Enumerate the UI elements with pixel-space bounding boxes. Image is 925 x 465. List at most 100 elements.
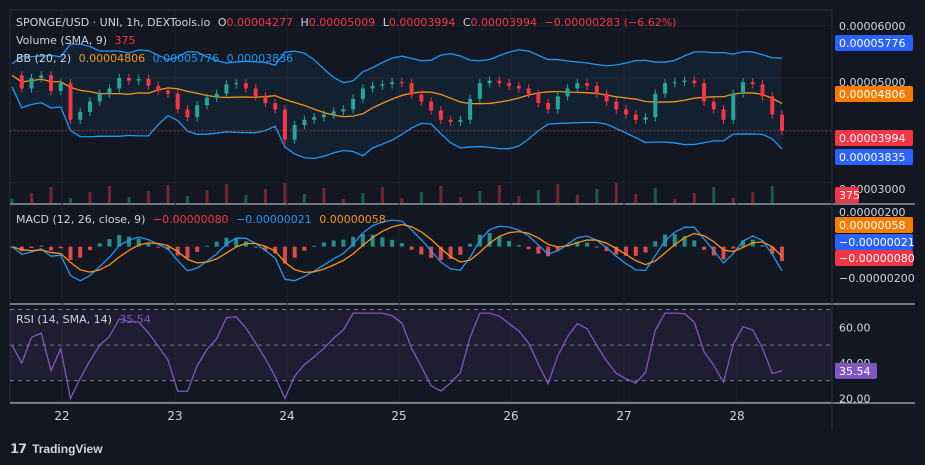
volume-bar bbox=[146, 191, 150, 203]
rsi-legend[interactable]: RSI (14, SMA, 14) 35.54 bbox=[16, 313, 155, 327]
candle-body bbox=[604, 93, 609, 102]
volume-bar bbox=[419, 192, 423, 203]
macd-histogram-bar bbox=[536, 246, 541, 254]
bb-legend[interactable]: BB (20, 2) 0.00004806 0.00005776 0.00003… bbox=[16, 52, 297, 66]
symbol-legend[interactable]: SPONGE/USD · UNI, 1h, DEXTools.io O0.000… bbox=[16, 16, 680, 30]
candle-body bbox=[614, 101, 619, 110]
macd-histogram-bar bbox=[624, 246, 629, 256]
volume-bar bbox=[595, 189, 599, 203]
macd-histogram-bar bbox=[19, 246, 24, 252]
macd-histogram-bar bbox=[390, 239, 395, 247]
bb-legend-lower: 0.00003836 bbox=[226, 52, 294, 65]
change-value: −0.00000283 (−6.62%) bbox=[544, 16, 677, 29]
macd-histogram-bar bbox=[87, 246, 92, 251]
macd-histogram-bar bbox=[263, 246, 268, 251]
volume-bar bbox=[166, 185, 170, 203]
candle-body bbox=[672, 82, 677, 84]
bb-legend-basis: 0.00004806 bbox=[78, 52, 146, 65]
macd-histogram-bar bbox=[468, 243, 473, 247]
candle-body bbox=[526, 88, 531, 94]
macd-histogram-bar bbox=[29, 246, 34, 248]
rsi-tick-label: 60.00 bbox=[839, 321, 871, 334]
volume-bar bbox=[88, 192, 92, 203]
macd-histogram-bar bbox=[185, 246, 190, 259]
candle-body bbox=[282, 109, 287, 140]
macd-histogram-bar bbox=[273, 246, 278, 254]
candle-body bbox=[29, 77, 34, 89]
volume-bar bbox=[712, 187, 716, 203]
volume-legend[interactable]: Volume (SMA, 9) 375 bbox=[16, 34, 139, 48]
candle-body bbox=[711, 101, 716, 110]
macd-histogram-bar bbox=[682, 236, 687, 247]
macd-signal-badge-bg bbox=[835, 217, 913, 233]
candle-body bbox=[243, 83, 248, 89]
candle-body bbox=[68, 83, 73, 120]
macd-histogram-bar bbox=[555, 246, 560, 251]
candle-body bbox=[195, 105, 200, 118]
candle-body bbox=[263, 96, 268, 104]
symbol-title: SPONGE/USD · UNI, 1h, DEXTools.io bbox=[16, 16, 211, 29]
candle-body bbox=[107, 88, 112, 94]
candle-body bbox=[468, 98, 473, 120]
macd-histogram-bar bbox=[614, 246, 619, 255]
volume-bar bbox=[634, 194, 638, 203]
candle-body bbox=[19, 75, 24, 89]
candle-body bbox=[487, 80, 492, 84]
macd-histogram-bar bbox=[117, 234, 122, 247]
macd-histogram-bar bbox=[585, 242, 590, 247]
candle-body bbox=[165, 90, 170, 94]
close-value: 0.00003994 bbox=[470, 16, 538, 29]
macd-histogram-bar bbox=[312, 245, 317, 247]
candle-body bbox=[48, 75, 53, 92]
macd-tick-label: −0.00000200 bbox=[839, 272, 915, 285]
candle-body bbox=[87, 101, 92, 112]
macd-histogram-bar bbox=[156, 246, 161, 248]
time-tick-label: 24 bbox=[279, 409, 294, 423]
macd-histogram-bar bbox=[760, 245, 765, 247]
macd-histogram-bar bbox=[546, 246, 551, 257]
macd-histogram-bar bbox=[302, 246, 307, 251]
volume-bar bbox=[439, 186, 443, 203]
volume-bar bbox=[205, 190, 209, 203]
macd-histogram-bar bbox=[633, 246, 638, 256]
candle-body bbox=[633, 114, 638, 120]
tradingview-brand[interactable]: 𝟭𝟳 TradingView bbox=[10, 441, 103, 457]
macd-hist-badge-bg bbox=[835, 250, 913, 266]
macd-histogram-bar bbox=[458, 246, 463, 255]
tradingview-brand-label: TradingView bbox=[32, 442, 103, 456]
candle-body bbox=[39, 75, 44, 78]
high-value: 0.00005009 bbox=[308, 16, 376, 29]
macd-legend[interactable]: MACD (12, 26, close, 9) −0.00000080 −0.0… bbox=[16, 213, 390, 227]
macd-histogram-bar bbox=[399, 243, 404, 247]
macd-histogram-bar bbox=[58, 246, 63, 249]
rsi-legend-label: RSI (14, SMA, 14) bbox=[16, 313, 112, 326]
volume-bar bbox=[751, 192, 755, 203]
macd-histogram-bar bbox=[380, 237, 385, 247]
candle-body bbox=[399, 82, 404, 84]
candle-body bbox=[594, 85, 599, 94]
candle-body bbox=[565, 88, 570, 97]
macd-histogram-bar bbox=[487, 233, 492, 247]
candle-body bbox=[302, 119, 307, 126]
macd-histogram-bar bbox=[360, 233, 365, 247]
candle-body bbox=[126, 77, 131, 81]
macd-histogram-bar bbox=[653, 241, 658, 247]
volume-bar bbox=[400, 198, 404, 203]
macd-histogram-bar bbox=[516, 245, 521, 247]
macd-histogram-bar bbox=[448, 246, 453, 259]
close-badge-bg bbox=[835, 130, 913, 146]
candle-body bbox=[731, 93, 736, 120]
macd-histogram-bar bbox=[429, 246, 434, 258]
candle-body bbox=[438, 110, 443, 120]
volume-bar bbox=[673, 199, 677, 203]
macd-legend-label: MACD (12, 26, close, 9) bbox=[16, 213, 146, 226]
volume-bar bbox=[731, 198, 735, 203]
volume-bar bbox=[361, 193, 365, 203]
macd-histogram-bar bbox=[214, 241, 219, 247]
macd-histogram-bar bbox=[702, 246, 707, 250]
time-tick-label: 27 bbox=[616, 409, 631, 423]
volume-bar bbox=[497, 185, 501, 203]
price-tick-label: 0.00006000 bbox=[839, 20, 905, 33]
